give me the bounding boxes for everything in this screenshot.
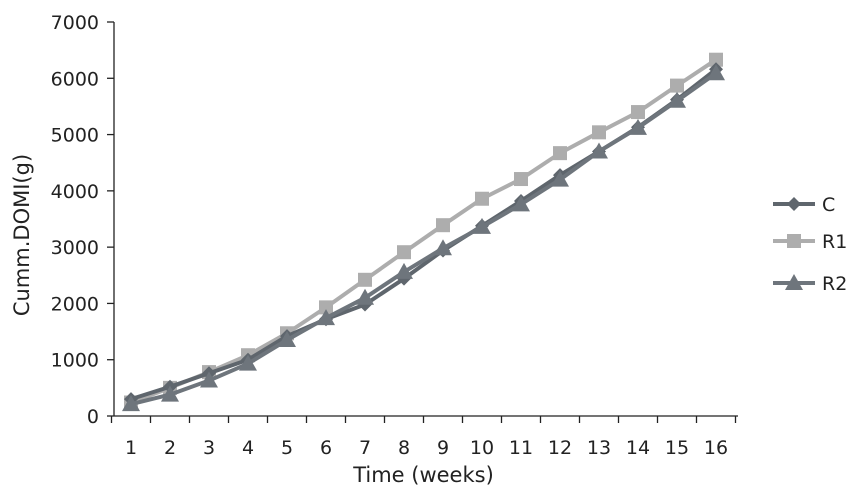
legend-marker-r1 — [787, 234, 801, 248]
x-tick-label: 1 — [125, 437, 137, 459]
legend-item-c: C — [773, 194, 835, 216]
series-r1 — [124, 52, 723, 410]
x-tick-label: 6 — [320, 437, 332, 459]
series-r2-point — [239, 354, 257, 371]
series-r1-point — [631, 105, 645, 120]
series-r1-point — [358, 272, 372, 287]
series-r1-point — [670, 78, 684, 93]
y-tick-label: 6000 — [51, 68, 99, 90]
x-tick-label: 15 — [665, 437, 689, 459]
legend-item-r2: R2 — [773, 273, 847, 295]
x-tick-label: 12 — [548, 437, 572, 459]
series-r1-line — [130, 58, 718, 405]
series-r2-point — [317, 309, 335, 326]
series-r2-point — [512, 195, 530, 212]
legend-label-r2: R2 — [822, 273, 847, 295]
x-tick-label: 4 — [242, 437, 254, 459]
x-tick-label: 13 — [587, 437, 611, 459]
x-tick-label: 8 — [398, 437, 410, 459]
legend: C R1 R2 — [773, 194, 847, 295]
series-r1-point — [592, 125, 606, 140]
legend-marker-c — [787, 197, 801, 211]
x-tick-label: 9 — [437, 437, 449, 459]
y-tick-label: 2000 — [51, 293, 99, 315]
x-tick-label: 7 — [359, 437, 371, 459]
x-tick-label: 3 — [203, 437, 215, 459]
x-axis-title: Time (weeks) — [352, 463, 494, 487]
x-tick-label: 11 — [509, 437, 533, 459]
series-r2-point — [551, 170, 569, 187]
legend-label-r1: R1 — [822, 231, 847, 253]
y-ticks: 0 1000 2000 3000 4000 5000 6000 7000 — [51, 12, 114, 428]
series-r2-point — [278, 331, 296, 348]
axes — [113, 22, 738, 417]
legend-label-c: C — [822, 194, 835, 216]
series-r2-point — [356, 288, 374, 305]
series-r1-point — [553, 146, 567, 161]
series-r1-point — [397, 245, 411, 260]
series-r1-point — [475, 191, 489, 206]
series-r2-point — [200, 371, 218, 388]
y-tick-label: 0 — [87, 406, 99, 428]
y-tick-label: 7000 — [51, 12, 99, 34]
x-tick-label: 16 — [704, 437, 728, 459]
series-r1-point — [709, 52, 723, 67]
series-layer — [122, 52, 725, 412]
series-r1-point — [514, 172, 528, 187]
series-r2-point — [434, 239, 452, 256]
x-tick-label: 10 — [470, 437, 494, 459]
y-tick-label: 1000 — [51, 350, 99, 372]
x-tick-label: 2 — [164, 437, 176, 459]
x-tick-label: 14 — [626, 437, 650, 459]
y-tick-label: 3000 — [51, 237, 99, 259]
x-tick-label: 5 — [281, 437, 293, 459]
y-axis-title: Cumm.DOMI(g) — [10, 154, 34, 316]
series-r2 — [122, 64, 725, 412]
series-r2-line — [130, 71, 718, 407]
series-r2-point — [629, 118, 647, 135]
legend-marker-r2 — [785, 274, 803, 290]
y-tick-label: 5000 — [51, 125, 99, 147]
series-r2-point — [122, 395, 140, 412]
series-r1-point — [319, 300, 333, 315]
y-tick-label: 4000 — [51, 181, 99, 203]
series-r2-point — [590, 142, 608, 159]
legend-item-r1: R1 — [773, 231, 847, 253]
series-r2-point — [668, 91, 686, 108]
series-r1-point — [436, 218, 450, 233]
series-r2-point — [473, 217, 491, 234]
series-r2-point — [161, 385, 179, 402]
series-r2-point — [395, 262, 413, 279]
x-ticks: 1 2 3 4 5 6 7 8 9 10 11 12 13 14 15 16 — [110, 416, 737, 459]
series-r2-point — [707, 64, 725, 81]
